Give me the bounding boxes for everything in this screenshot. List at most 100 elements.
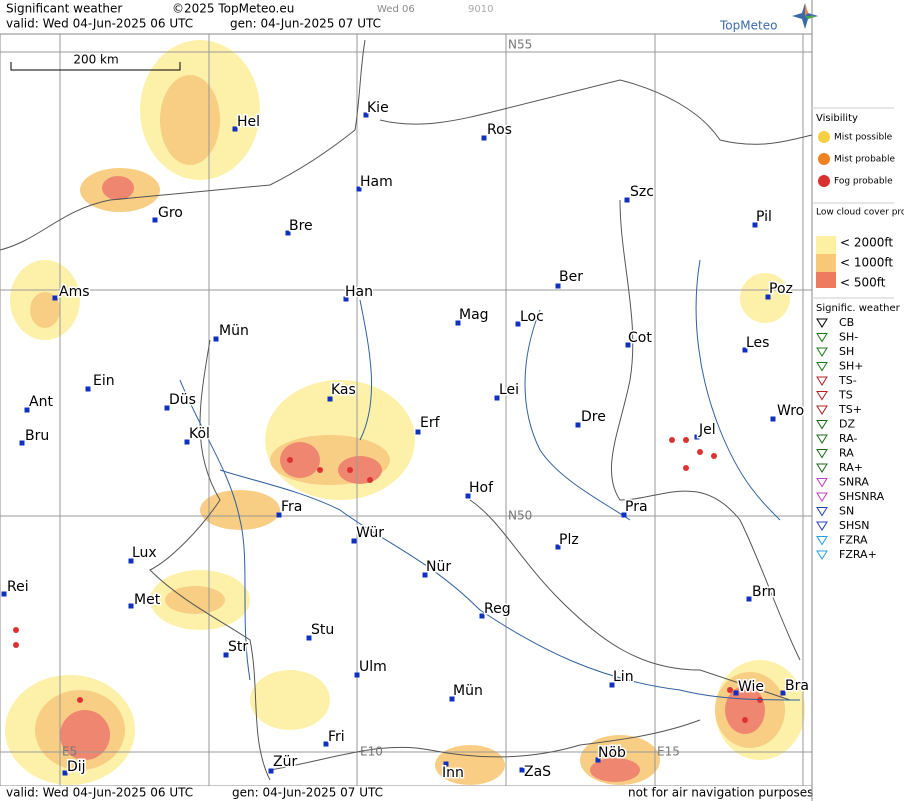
run: Wed 06 xyxy=(377,4,415,15)
legend-weather-label: TS+ xyxy=(838,403,862,416)
city-label: Ant xyxy=(29,394,53,410)
fog-dots xyxy=(13,437,763,723)
cloud-area xyxy=(60,710,110,760)
city-marker xyxy=(519,767,525,773)
legend-weather-icon xyxy=(816,536,828,546)
graticule-label: E5 xyxy=(62,745,77,759)
city-marker xyxy=(223,652,229,658)
city-marker xyxy=(285,230,291,236)
city-label: Met xyxy=(134,592,161,608)
legend-weather-label: FZRA+ xyxy=(839,548,877,561)
city-marker xyxy=(232,126,238,132)
legend-weather-icon xyxy=(816,478,828,488)
city-label: Ham xyxy=(360,174,393,190)
cloud-area xyxy=(30,292,60,328)
city-marker xyxy=(323,741,329,747)
legend-visibility-title: Visibility xyxy=(816,113,858,124)
graticule-label: E10 xyxy=(360,745,383,759)
valid: valid: Wed 04-Jun-2025 06 UTC xyxy=(6,17,193,31)
city-label: Hof xyxy=(469,480,494,496)
city-label: Pil xyxy=(756,209,772,225)
city-label: Bre xyxy=(289,218,313,234)
cloud-area xyxy=(200,490,280,530)
footer-generated: gen: 04-Jun-2025 07 UTC xyxy=(232,786,383,800)
legend-visibility-icon xyxy=(818,131,830,143)
cloud-area xyxy=(165,586,225,614)
legend-weather-icon xyxy=(816,420,828,430)
legend-weather-icon xyxy=(816,434,828,444)
city-label: Zür xyxy=(273,754,297,770)
graticule xyxy=(0,34,812,786)
cloud-area xyxy=(250,670,330,730)
cloud-area xyxy=(338,456,382,484)
city-label: Ber xyxy=(559,269,583,285)
code: 9010 xyxy=(468,4,493,15)
city-marker xyxy=(494,395,500,401)
legend-weather-icon xyxy=(816,550,828,560)
map-frame xyxy=(0,33,813,787)
city-marker xyxy=(354,672,360,678)
city-layer: Kie Ros Ham Szc Pil Hel Gro Bre Ber Poz Ams Han Mag L… xyxy=(1,99,810,783)
city-marker xyxy=(515,321,521,327)
cloud-area xyxy=(102,176,134,200)
city-label: Dre xyxy=(581,409,606,425)
low-cloud-areas xyxy=(5,40,805,785)
city-marker xyxy=(24,407,30,413)
city-label: Brn xyxy=(752,584,776,600)
city-marker xyxy=(1,591,7,597)
cloud-area xyxy=(590,758,640,782)
cloud-area xyxy=(435,745,505,785)
footer-valid: valid: Wed 04-Jun-2025 06 UTC xyxy=(6,786,193,800)
city-marker xyxy=(455,320,461,326)
legend-weather-icon xyxy=(816,492,828,502)
city-label: Mag xyxy=(459,307,489,323)
city-marker xyxy=(765,294,771,300)
city-label: Düs xyxy=(169,392,196,408)
city-marker xyxy=(422,572,428,578)
city-marker xyxy=(85,386,91,392)
legend-visibility-label: Fog probable xyxy=(834,177,893,187)
legend-weather-label: RA+ xyxy=(839,461,863,474)
city-marker xyxy=(595,757,601,763)
city-label: Nür xyxy=(426,559,451,575)
city-marker xyxy=(481,135,487,141)
legend-weather-icon xyxy=(816,507,828,517)
legend-visibility-icon xyxy=(818,175,830,187)
legend-weather-label: SHSN xyxy=(839,519,869,532)
legend-cloud-label: < 2000ft xyxy=(840,236,893,250)
city-marker xyxy=(327,396,333,402)
city-marker xyxy=(52,295,58,301)
logo: TopMeteo xyxy=(719,19,777,33)
city-label: Ros xyxy=(487,122,512,138)
city-label: Han xyxy=(345,284,373,300)
city-label: Wie xyxy=(738,679,764,695)
city-label: Bra xyxy=(785,678,809,694)
city-label: Poz xyxy=(769,281,793,297)
generated: gen: 04-Jun-2025 07 UTC xyxy=(230,17,381,31)
city-marker xyxy=(268,768,274,774)
city-label: Ein xyxy=(93,373,115,389)
city-marker xyxy=(770,416,776,422)
cloud-area xyxy=(160,75,220,165)
title: Significant weather xyxy=(6,2,122,16)
city-marker xyxy=(479,613,485,619)
city-label: Wür xyxy=(356,525,384,541)
legend-weather-label: SH+ xyxy=(839,360,863,373)
cloud-area xyxy=(740,273,790,323)
legend-weather-icon xyxy=(816,463,828,473)
city-label: Szc xyxy=(630,184,654,200)
legend-weather-label: FZRA xyxy=(839,534,868,547)
city-label: Bru xyxy=(25,428,49,444)
legend-weather-icon xyxy=(816,521,828,531)
legend-cloud-title: Low cloud cover probable xyxy=(816,208,904,218)
legend-weather-label: SH- xyxy=(839,331,858,344)
footer: valid: Wed 04-Jun-2025 06 UTC gen: 04-Ju… xyxy=(0,786,813,801)
city-label: Kie xyxy=(367,100,389,116)
city-label: Inn xyxy=(442,765,464,781)
legend-cloud-label: < 500ft xyxy=(840,276,886,290)
city-label: Jel xyxy=(698,422,716,438)
scale-line xyxy=(10,62,181,71)
city-marker xyxy=(128,603,134,609)
city-marker xyxy=(152,217,158,223)
legend-visibility-icon xyxy=(818,153,830,165)
